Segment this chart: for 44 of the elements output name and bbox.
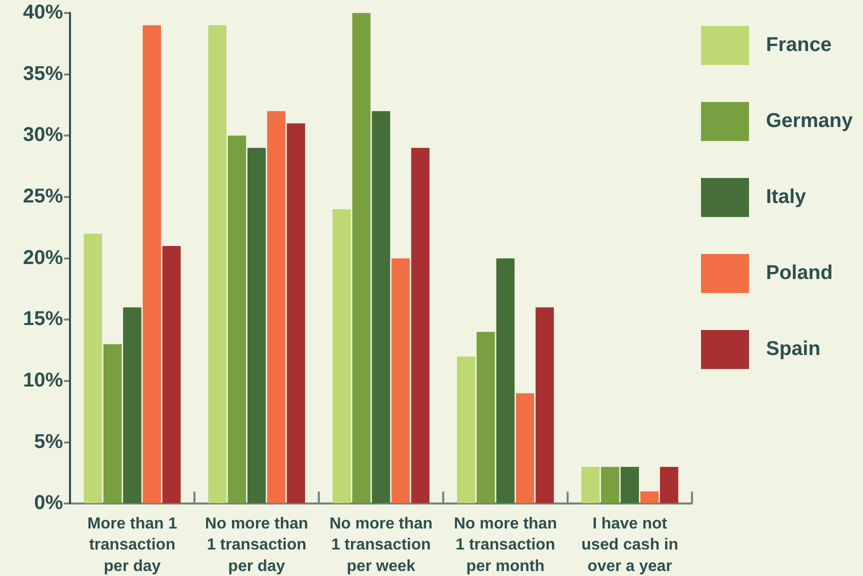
y-tick-label: 0% <box>34 492 64 514</box>
bar <box>286 123 306 504</box>
bar <box>228 136 246 504</box>
y-tick-label: 20% <box>23 246 64 269</box>
bar <box>372 111 390 504</box>
y-tick-label: 10% <box>23 369 64 392</box>
legend-label: Poland <box>766 262 833 285</box>
y-tick-label: 30% <box>23 124 64 146</box>
bar <box>142 25 162 504</box>
bar <box>640 491 659 504</box>
bar <box>392 258 410 504</box>
y-tick-label: 35% <box>23 62 64 85</box>
bar <box>516 393 534 504</box>
legend-label: Italy <box>766 186 806 209</box>
bar <box>601 466 620 504</box>
x-tick-label: No more than 1 transaction per month <box>454 516 557 575</box>
bar <box>103 344 122 504</box>
bar <box>162 246 181 504</box>
bar <box>581 466 600 504</box>
x-tick-label: No more than 1 transaction per day <box>205 516 308 575</box>
x-tick-label: No more than 1 transaction per week <box>329 516 433 575</box>
bar <box>496 258 515 504</box>
bar <box>123 307 142 504</box>
y-tick-label: 15% <box>23 308 64 330</box>
legend-label: Germany <box>766 110 853 133</box>
legend-label: Spain <box>766 338 820 361</box>
y-tick-label: 40% <box>23 2 64 24</box>
legend-label: France <box>766 34 832 57</box>
y-tick-label: 25% <box>23 186 64 208</box>
x-tick-label: I have not used cash in over a year <box>581 516 678 575</box>
bar <box>332 209 351 504</box>
bar <box>208 25 226 504</box>
bar <box>476 332 495 504</box>
bar <box>660 466 678 504</box>
bar <box>267 111 286 504</box>
bar <box>536 307 554 504</box>
bar <box>247 148 266 504</box>
bar <box>620 466 639 504</box>
bar <box>84 234 102 504</box>
bar <box>456 356 476 504</box>
y-tick-label: 5% <box>34 430 64 453</box>
x-tick-label: More than 1 transaction per day <box>87 516 178 575</box>
bar <box>411 148 430 504</box>
bar <box>352 13 370 504</box>
